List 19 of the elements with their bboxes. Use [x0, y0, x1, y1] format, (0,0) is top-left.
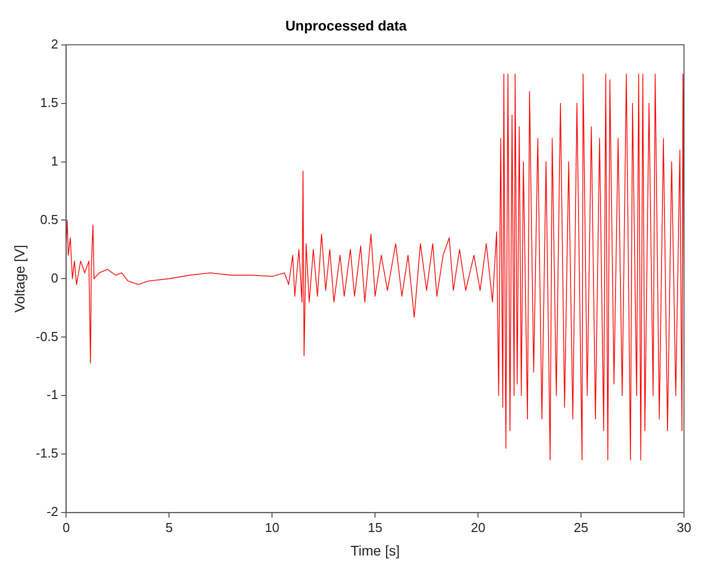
x-tick-label: 0 [62, 520, 70, 535]
y-axis-title: Voltage [V] [11, 244, 28, 313]
x-axis-title: Time [s] [350, 542, 400, 558]
y-tick-label: 0 [50, 270, 58, 286]
x-tick-label: 10 [264, 520, 280, 535]
y-tick-label: -1.5 [36, 446, 58, 461]
y-tick-label: -1 [46, 387, 58, 402]
x-tick-label: 5 [166, 520, 173, 535]
y-tick-label: 2 [50, 36, 58, 52]
y-tick-label: -0.5 [36, 328, 58, 344]
x-tick-label: 20 [470, 520, 486, 535]
y-tick-label: -2 [46, 504, 58, 520]
x-tick-label: 25 [574, 520, 588, 535]
x-tick-label: 15 [368, 520, 382, 535]
x-tick-label: 30 [676, 520, 692, 535]
y-tick-label: 1 [50, 153, 58, 168]
y-tick-label: 0.5 [40, 212, 58, 227]
chart-title: Unprocessed data [285, 17, 407, 34]
y-tick-label: 1.5 [40, 94, 58, 110]
